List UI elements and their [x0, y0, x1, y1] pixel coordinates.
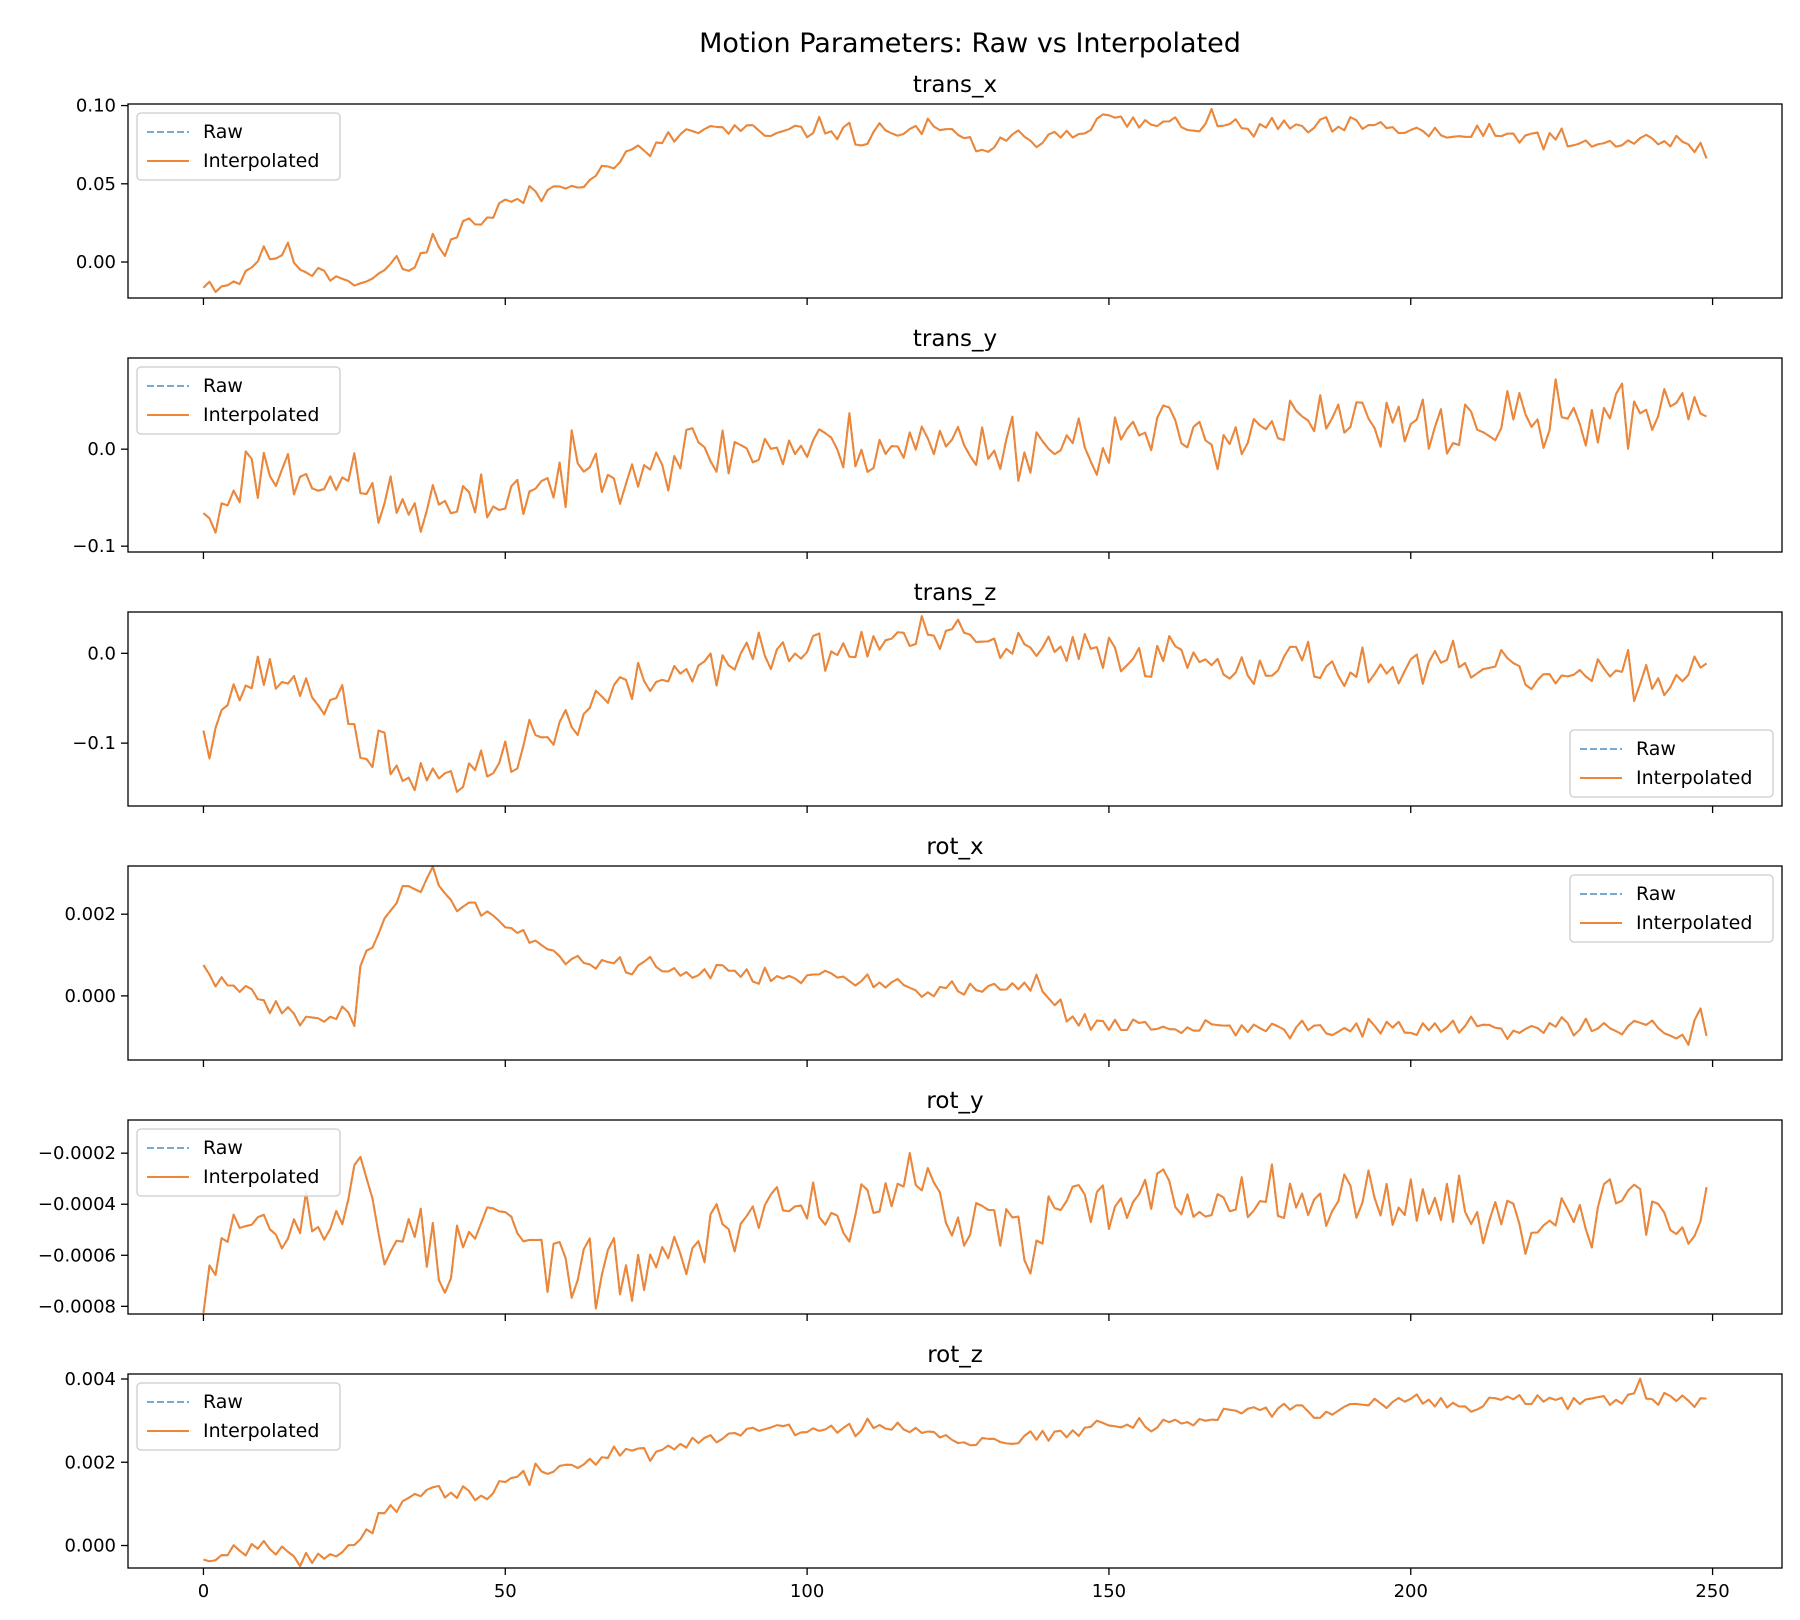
subplot-rot-y: rot_y −0.0008 −0.0006 −0.0004 −0.0002 Raw Inte… [38, 1088, 1783, 1321]
x-tick-label: 150 [1092, 1581, 1126, 1602]
subplots: trans_x0.000.050.10RawInterpolatedtrans_… [38, 72, 1783, 1602]
legend-label-interpolated: Interpolated [1636, 767, 1752, 789]
legend-label-raw: Raw [203, 121, 243, 143]
y-tick-label: −0.0004 [38, 1194, 116, 1215]
legend-box [136, 1128, 341, 1197]
subplot-title: trans_x [913, 72, 997, 98]
axes-frame [127, 357, 1783, 553]
legend-label-interpolated: Interpolated [203, 404, 319, 426]
y-tick-label: 0.002 [64, 1452, 116, 1473]
legend-box [136, 1382, 341, 1451]
y-tick-label: 0.000 [64, 986, 116, 1007]
legend: Raw Interpolated [136, 112, 341, 181]
series-line-interpolated [202, 865, 1708, 1046]
subplot-rot-x: rot_x 0.000 0.002 Raw Interpolated [64, 834, 1783, 1067]
series-line-interpolated [202, 615, 1708, 793]
axes-frame [127, 611, 1783, 807]
legend-label-interpolated: Interpolated [203, 1166, 319, 1188]
subplot-title: trans_y [913, 326, 997, 352]
legend-box [1569, 729, 1774, 798]
legend-label-raw: Raw [203, 375, 243, 397]
y-tick-label: 0.10 [76, 96, 116, 117]
y-tick-label: −0.1 [72, 536, 116, 557]
axes-frame [127, 103, 1783, 299]
subplot-trans-y: trans_y −0.1 0.0 Raw Interpolated [72, 326, 1783, 559]
legend: Raw Interpolated [1569, 729, 1774, 798]
x-tick-label: 200 [1394, 1581, 1428, 1602]
subplot-title: rot_y [926, 1088, 983, 1114]
y-tick-label: −0.1 [72, 733, 116, 754]
y-tick-label: −0.0008 [38, 1296, 116, 1317]
legend-label-raw: Raw [1636, 738, 1676, 760]
series-line-interpolated [202, 1152, 1708, 1314]
series-line-interpolated [202, 108, 1708, 293]
y-tick-label: 0.0 [87, 643, 116, 664]
legend-box [136, 366, 341, 435]
legend-label-raw: Raw [1636, 883, 1676, 905]
x-tick-label: 100 [790, 1581, 824, 1602]
subplot-title: rot_x [926, 834, 983, 860]
series-line-interpolated [202, 378, 1707, 534]
axes-frame [127, 1119, 1783, 1315]
legend-label-interpolated: Interpolated [203, 150, 319, 172]
x-tick-label: 50 [494, 1581, 517, 1602]
axes-frame [127, 865, 1783, 1061]
subplot-rot-z: rot_z 0 50 100 150 200 250 0.000 0.002 0.004 Raw In… [64, 1342, 1783, 1602]
y-tick-label: 0.000 [64, 1536, 116, 1557]
legend: Raw Interpolated [1569, 874, 1774, 943]
legend-label-interpolated: Interpolated [1636, 912, 1752, 934]
legend-label-raw: Raw [203, 1391, 243, 1413]
x-tick-label: 0 [198, 1581, 209, 1602]
subplot-trans-x: trans_x 0.00 0.05 0.10 Raw Interpolated [76, 72, 1783, 305]
series-line-interpolated [203, 1377, 1707, 1568]
legend: Raw Interpolated [136, 1128, 341, 1197]
legend-label-interpolated: Interpolated [203, 1420, 319, 1442]
y-tick-label: 0.004 [64, 1369, 116, 1390]
x-tick-label: 250 [1695, 1581, 1729, 1602]
subplot-trans-z: trans_z −0.1 0.0 Raw Interpolated [72, 580, 1783, 813]
legend-box [1569, 874, 1774, 943]
y-tick-label: 0.00 [76, 252, 116, 273]
subplot-title: trans_z [914, 580, 997, 606]
legend: Raw Interpolated [136, 366, 341, 435]
y-tick-label: 0.002 [64, 904, 116, 925]
figure-title: Motion Parameters: Raw vs Interpolated [699, 28, 1241, 59]
legend-label-raw: Raw [203, 1137, 243, 1159]
y-tick-label: −0.0006 [38, 1245, 116, 1266]
y-tick-label: 0.05 [76, 174, 116, 195]
legend: Raw Interpolated [136, 1382, 341, 1451]
legend-box [136, 112, 341, 181]
subplot-title: rot_z [927, 1342, 983, 1368]
axes-frame [127, 1373, 1783, 1569]
y-tick-label: −0.0002 [38, 1143, 116, 1164]
y-tick-label: 0.0 [87, 439, 116, 460]
